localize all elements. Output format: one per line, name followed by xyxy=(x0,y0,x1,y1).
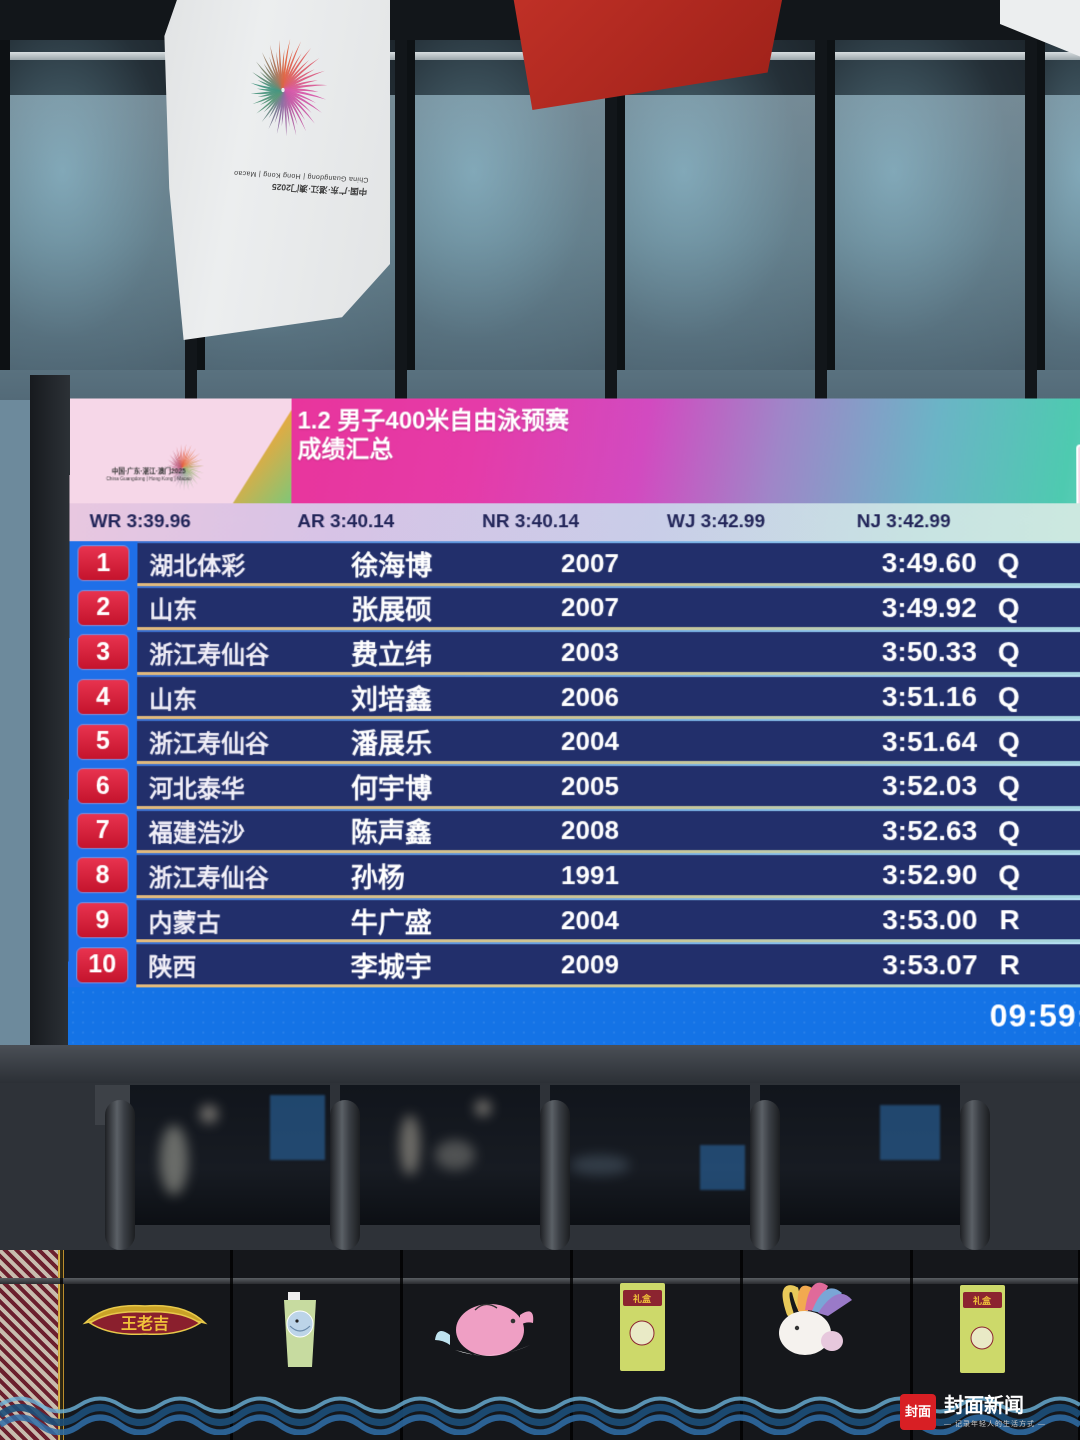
svg-text:王老吉: 王老吉 xyxy=(121,1314,169,1333)
svg-text:礼盒: 礼盒 xyxy=(973,1295,992,1306)
svg-text:礼盒: 礼盒 xyxy=(633,1293,652,1304)
